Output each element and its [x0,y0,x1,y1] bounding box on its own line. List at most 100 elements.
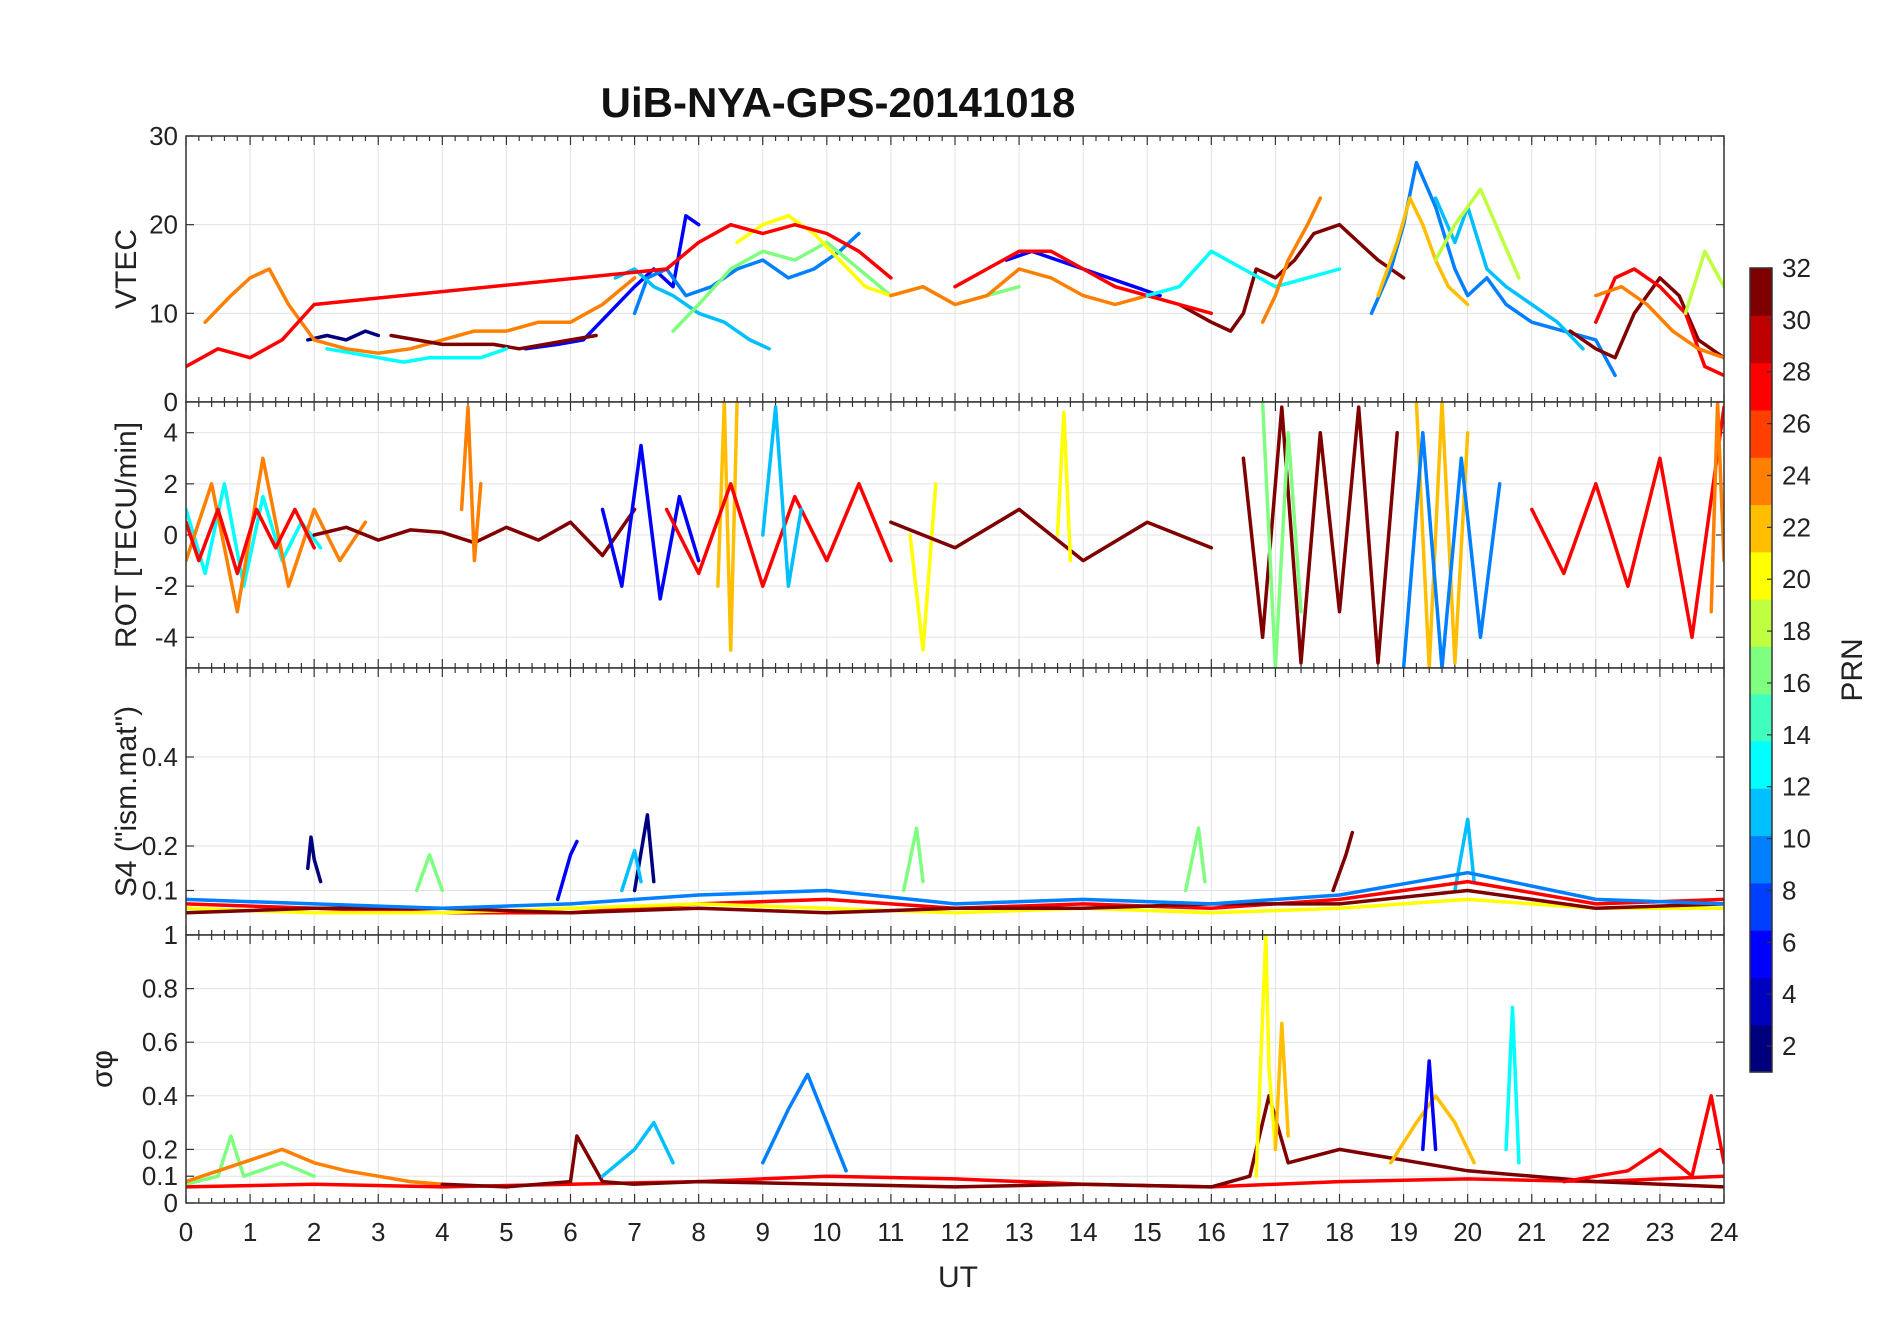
series-group-sigma [186,935,1724,1189]
panel-vtec: 0 10 20 30 VTEC [110,121,1725,417]
series-line-s4 [306,835,323,884]
colorbar-tick-label: 10 [1782,824,1811,854]
series-line-sigma [1421,1059,1438,1152]
x-tick-label: 4 [435,1217,449,1247]
x-tick-label: 0 [179,1217,193,1247]
series-line-vtec [325,347,509,364]
x-tick-label: 10 [812,1217,841,1247]
colorbar-frame [1749,267,1773,1073]
colorbar-segment [1750,268,1772,316]
x-tick-label: 23 [1645,1217,1674,1247]
x-tick-label: 14 [1069,1217,1098,1247]
series-line-sigma [1254,935,1278,1178]
x-tick-label: 8 [691,1217,705,1247]
series-line-sigma [600,1120,675,1178]
colorbar-segment [1750,930,1772,979]
x-tick-label: 6 [563,1217,577,1247]
series-line-rot [1530,405,1724,640]
colorbar-label: PRN [1836,638,1869,701]
colorbar-tick-label: 18 [1782,616,1811,646]
colorbar-segment [1750,409,1772,458]
x-tick-label: 22 [1581,1217,1610,1247]
x-tick-label: 24 [1710,1217,1739,1247]
series-line-vtec [1376,196,1470,307]
series-line-sigma [186,1147,445,1186]
series-line-s4 [901,826,925,893]
x-tick-label: 18 [1325,1217,1354,1247]
x-tick-label: 11 [877,1217,904,1247]
colorbar-tick-label: 24 [1782,460,1811,490]
x-tick-label: 20 [1453,1217,1482,1247]
colorbar-segment [1750,504,1772,553]
colorbar-segment [1750,977,1772,1026]
y-axis-label-vtec: VTEC [110,229,143,309]
panel-frame-sigma [185,934,1725,1204]
series-group-vtec [186,160,1724,378]
series-line-vtec [632,231,861,316]
y-tick-label: 10 [149,298,178,328]
y-tick-label: 20 [149,210,178,240]
colorbar-tick-label: 28 [1782,357,1811,387]
y-tick-label: 0.6 [142,1027,178,1057]
y-tick-label: 1 [164,920,178,950]
series-line-sigma [1504,1005,1521,1165]
colorbar-segment [1750,693,1772,742]
series-line-rot [889,507,1214,563]
series-line-vtec [735,214,893,298]
series-line-rot [761,405,803,588]
series-line-rot [664,482,893,588]
colorbar-segment [1750,646,1772,695]
y-tick-label: 30 [149,121,178,151]
series-line-rot [716,402,739,652]
series-line-s4 [620,848,643,893]
x-tick-label: 5 [499,1217,513,1247]
colorbar-tick-label: 32 [1782,253,1811,283]
colorbar-tick-label: 8 [1782,875,1796,905]
panel-s4: 0.1 0.2 0.4S4 ("ism.mat") [110,667,1725,936]
panel-rot: -4 -2 0 2 4 ROT [TECU/min] [110,401,1725,669]
series-line-rot [459,405,483,563]
x-tick-label: 15 [1133,1217,1162,1247]
series-line-rot [186,482,323,588]
series-line-vtec [203,267,637,355]
series-line-s4 [414,853,445,893]
series-line-s4 [186,870,1724,911]
colorbar-segment [1750,835,1772,884]
colorbar-tick-label: 22 [1782,512,1811,542]
y-tick-label: 0 [164,1188,178,1218]
x-tick-label: 21 [1517,1217,1546,1247]
x-tick-label: 16 [1197,1217,1226,1247]
series-line-vtec [953,249,1214,316]
colorbar-segment [1750,882,1772,931]
x-axis-label: UT [938,1261,978,1294]
series-line-sigma [761,1072,848,1173]
x-tick-label: 19 [1389,1217,1418,1247]
colorbar-tick-label: 14 [1782,720,1811,750]
series-line-sigma [440,1094,1724,1189]
colorbar-segment [1750,788,1772,837]
series-line-sigma [1389,1094,1476,1165]
series-line-rot [186,456,368,614]
series-line-vtec [306,329,381,342]
colorbar-tick-label: 6 [1782,927,1796,957]
colorbar-segment [1750,551,1772,600]
x-tick-label: 9 [756,1217,770,1247]
series-line-rot [1055,410,1073,563]
series-line-sigma [186,1134,316,1186]
y-tick-label: 2 [164,469,178,499]
x-tick-label: 2 [307,1217,321,1247]
colorbar-segment [1750,457,1772,506]
x-tick-label: 7 [627,1217,641,1247]
series-line-s4 [186,897,1724,915]
colorbar-segment [1750,315,1772,364]
y-tick-label: 0 [164,520,178,550]
y-tick-label: 0.4 [142,742,178,772]
panel-sigma: 00.10.2 0.4 0.6 0.8 1 σφ [86,920,1725,1218]
colorbar-tick-label: 16 [1782,668,1811,698]
series-line-rot [1709,402,1724,614]
colorbar-tick-label: 2 [1782,1031,1796,1061]
y-axis-label-rot: ROT [TECU/min] [110,422,143,648]
x-tick-label: 17 [1261,1217,1290,1247]
y-tick-label: 0.4 [142,1081,178,1111]
